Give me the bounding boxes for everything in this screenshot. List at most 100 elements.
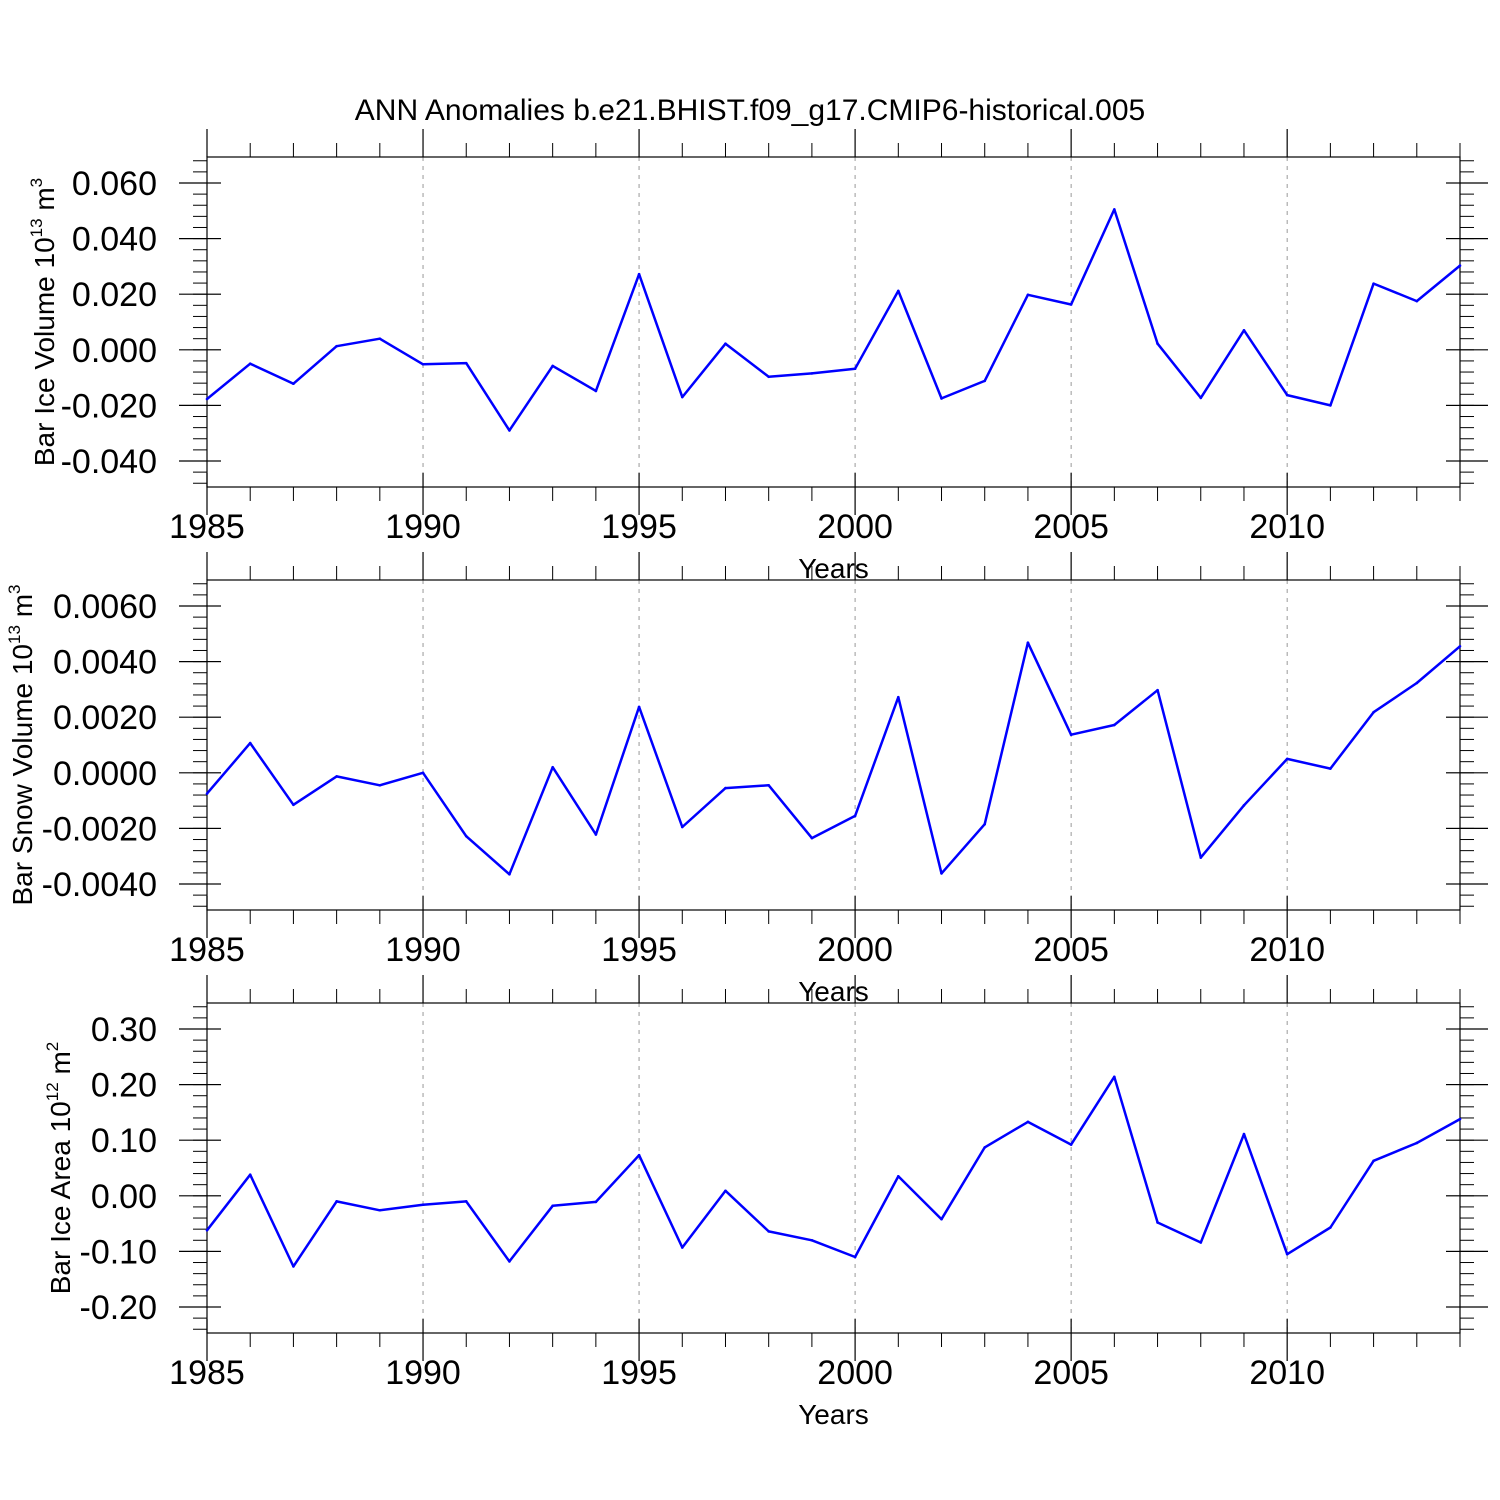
- y-tick-label: 0.0040: [53, 644, 157, 682]
- data-point: [680, 825, 684, 829]
- data-point: [1199, 856, 1203, 859]
- x-tick-label: 2010: [1249, 1354, 1325, 1392]
- y-axis-label-unit-exponent: 3: [27, 178, 46, 187]
- x-tick-label: 2000: [817, 1354, 893, 1392]
- data-point: [1156, 1221, 1159, 1224]
- data-point: [853, 1255, 857, 1259]
- data-point: [248, 741, 252, 745]
- data-point: [1069, 733, 1073, 737]
- data-point: [1329, 1226, 1332, 1229]
- y-tick-label: -0.040: [61, 443, 157, 481]
- x-tick-label: 1985: [169, 931, 245, 969]
- data-point: [1242, 804, 1246, 807]
- data-point: [637, 705, 641, 709]
- data-point: [1372, 710, 1375, 714]
- data-point: [853, 367, 857, 371]
- y-axis-label-unit-exponent: 3: [5, 585, 24, 594]
- plot-frame: [206, 1002, 1461, 1334]
- data-point: [1113, 1075, 1116, 1079]
- x-axis-label: Years: [798, 553, 869, 584]
- data-point: [1113, 208, 1116, 211]
- data-point: [1285, 1252, 1289, 1256]
- y-axis-label-unit: m: [29, 187, 60, 218]
- data-point: [983, 379, 987, 383]
- x-tick-label: 2000: [817, 508, 893, 546]
- y-tick-label: -0.20: [80, 1289, 158, 1327]
- data-point: [292, 382, 295, 386]
- x-tick-label: 1985: [169, 1354, 245, 1392]
- data-point: [1156, 342, 1159, 345]
- data-point: [508, 872, 511, 876]
- data-point: [940, 872, 943, 875]
- data-point: [421, 1203, 425, 1206]
- y-axis-label-unit: m: [45, 1051, 76, 1082]
- data-point: [205, 1228, 209, 1232]
- y-tick-label: 0.0000: [53, 755, 157, 793]
- data-point: [292, 1265, 295, 1268]
- data-point: [1458, 645, 1462, 648]
- data-point: [1113, 723, 1116, 727]
- y-axis-label-text: Bar Ice Area 10: [45, 1101, 76, 1294]
- x-tick-label: 2005: [1033, 508, 1109, 546]
- x-tick-label: 1990: [385, 508, 461, 546]
- y-tick-label: -0.020: [61, 387, 157, 425]
- x-tick-label: 1990: [385, 1354, 461, 1392]
- x-axis-label: Years: [798, 976, 869, 1007]
- data-point: [1415, 299, 1419, 303]
- data-point: [767, 784, 770, 787]
- data-point: [378, 1208, 382, 1212]
- y-axis-label-exponent: 13: [5, 625, 24, 644]
- data-point: [292, 803, 295, 807]
- panels: -0.040 -0.020 0.000 0.020 0.040 0.060 1985 1990…: [5, 129, 1488, 1430]
- y-tick-label: 0.30: [91, 1011, 157, 1049]
- data-point: [810, 836, 814, 840]
- data-point: [421, 362, 425, 366]
- data-point: [1285, 393, 1289, 397]
- data-point: [810, 1238, 814, 1242]
- data-point: [248, 362, 252, 366]
- data-point: [594, 389, 598, 393]
- data-point: [724, 1189, 727, 1193]
- y-axis-label-unit-exponent: 2: [43, 1042, 62, 1051]
- x-tick-label: 1995: [601, 508, 677, 546]
- data-point: [1372, 1159, 1375, 1163]
- data-point: [1026, 1120, 1030, 1124]
- data-point: [1415, 1141, 1419, 1145]
- data-point: [940, 1217, 943, 1221]
- data-point: [551, 1204, 554, 1208]
- data-point: [983, 822, 987, 826]
- y-tick-label: 0.000: [72, 332, 157, 370]
- data-point: [680, 1246, 684, 1249]
- y-axis-label-exponent: 13: [27, 218, 46, 237]
- x-tick-label: 1995: [601, 1354, 677, 1392]
- data-point: [810, 372, 814, 375]
- x-tick-label: 1985: [169, 508, 245, 546]
- x-tick-label: 2000: [817, 931, 893, 969]
- series-line-2: [206, 641, 1461, 876]
- series-line-3: [206, 1075, 1461, 1268]
- data-point: [464, 361, 468, 365]
- x-axis-label: Years: [798, 1399, 869, 1430]
- y-axis-label-text: Bar Ice Volume 10: [29, 237, 60, 466]
- data-point: [637, 1153, 641, 1157]
- data-point: [205, 397, 209, 401]
- data-point: [1156, 688, 1159, 692]
- data-point: [767, 1230, 770, 1233]
- data-point: [205, 792, 209, 795]
- data-point: [680, 395, 684, 399]
- data-point: [724, 786, 727, 790]
- x-tick-label: 1990: [385, 931, 461, 969]
- data-point: [1026, 293, 1030, 297]
- data-point: [551, 765, 554, 769]
- data-point: [1285, 757, 1289, 761]
- data-point: [637, 272, 641, 276]
- data-point: [897, 289, 900, 293]
- data-point: [594, 833, 598, 836]
- data-point: [853, 814, 857, 818]
- data-point: [248, 1173, 252, 1176]
- data-point: [378, 784, 382, 787]
- data-point: [594, 1200, 598, 1204]
- data-point: [1026, 641, 1030, 644]
- data-point: [1242, 329, 1246, 332]
